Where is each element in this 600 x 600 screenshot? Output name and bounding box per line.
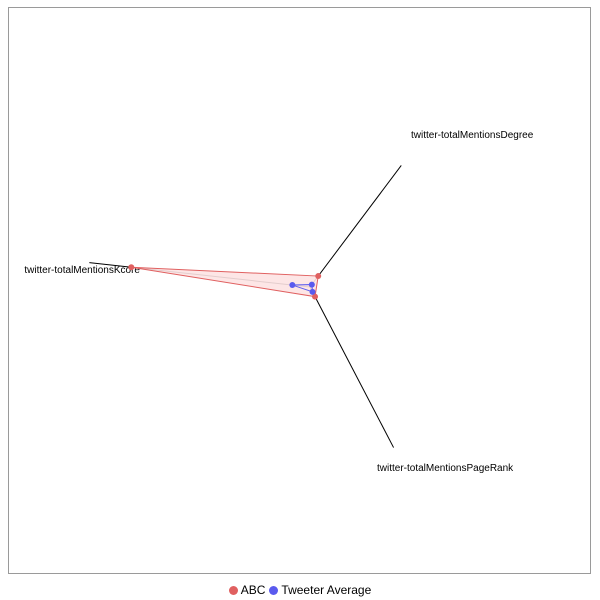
legend-label-abc: ABC bbox=[240, 583, 266, 597]
data-point-tweeter-average-twitter-totalmentionsdegree bbox=[308, 281, 315, 288]
legend: ABC Tweeter Average bbox=[0, 580, 600, 600]
data-point-abc-twitter-totalmentionspagerank bbox=[312, 293, 319, 300]
axis-label-twitter-totalmentionskcore: twitter-totalMentionsKcore bbox=[24, 265, 140, 276]
legend-item-tweeter-average[interactable]: Tweeter Average bbox=[269, 583, 371, 597]
radar-chart: twitter-totalMentionsDegree twitter-total… bbox=[24, 130, 534, 474]
legend-marker-tweeter-average bbox=[269, 585, 279, 595]
axis-line-twitter-totalmentionsdegree bbox=[309, 165, 402, 288]
series-area-abc bbox=[131, 266, 319, 298]
legend-marker-abc bbox=[228, 585, 238, 595]
data-point-abc-twitter-totalmentionsdegree bbox=[315, 273, 322, 280]
axis-line-twitter-totalmentionspagerank bbox=[309, 286, 395, 448]
axis-label-twitter-totalmentionspagerank: twitter-totalMentionsPageRank bbox=[377, 463, 514, 474]
chart-frame: twitter-totalMentionsDegree twitter-total… bbox=[8, 7, 591, 574]
data-point-tweeter-average-twitter-totalmentionspagerank bbox=[309, 288, 316, 295]
legend-item-abc[interactable]: ABC bbox=[228, 583, 266, 597]
legend-label-tweeter-average: Tweeter Average bbox=[281, 583, 372, 597]
data-point-abc-twitter-totalmentionskcore bbox=[128, 264, 135, 271]
data-point-tweeter-average-twitter-totalmentionskcore bbox=[289, 282, 296, 289]
axis-label-twitter-totalmentionsdegree: twitter-totalMentionsDegree bbox=[411, 130, 534, 141]
series-area-tweeter-average bbox=[292, 284, 314, 293]
